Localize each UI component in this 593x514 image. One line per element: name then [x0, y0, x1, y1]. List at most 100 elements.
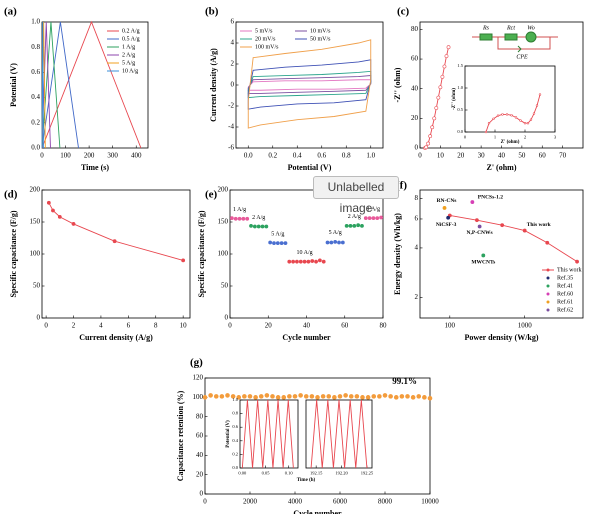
data-point: [545, 240, 550, 245]
data-point: [360, 395, 365, 400]
circuit-label: Wo: [527, 25, 534, 31]
x-axis-label: Time (s): [81, 163, 109, 172]
data-point: [181, 258, 186, 263]
data-point: [252, 224, 257, 229]
data-point: [325, 240, 330, 245]
y-tick-label: 8: [415, 194, 419, 202]
data-point: [354, 394, 360, 399]
resistor: [504, 33, 518, 41]
data-point: [375, 216, 380, 221]
data-point: [371, 216, 376, 221]
data-point: [225, 393, 230, 398]
x-tick-label: 0: [44, 322, 48, 330]
legend-label: Ref.60: [557, 290, 573, 297]
x-tick-label: 0: [228, 322, 232, 330]
circuit: [472, 31, 558, 53]
data-point: [202, 395, 208, 400]
y-tick-label: 50: [221, 282, 229, 290]
x-tick-label: 2000: [243, 498, 258, 506]
x-tick-label: 0.0: [244, 152, 253, 160]
y-tick-label: 0.4: [31, 93, 40, 101]
data-point: [367, 216, 372, 221]
data-point: [438, 85, 443, 90]
series-line: [247, 75, 372, 94]
y-tick-label: 1.5: [457, 63, 463, 68]
legend-label: 100 mV/s: [255, 44, 279, 50]
data-point: [71, 222, 76, 226]
y-tick-label: 1.0: [232, 397, 238, 402]
panel-label: (e): [205, 189, 218, 201]
data-point: [526, 121, 530, 125]
data-point: [287, 394, 292, 399]
data-point: [208, 393, 213, 398]
legend-label: 0.2 A/g: [122, 28, 140, 34]
data-point: [51, 208, 55, 213]
y-tick-label: 0: [200, 490, 204, 498]
data-point: [253, 395, 258, 400]
data-point: [444, 54, 449, 58]
data-point: [283, 241, 288, 246]
series-label: MWCNTs: [471, 260, 495, 266]
x-tick-label: 192.20: [335, 471, 348, 476]
data-point: [46, 200, 51, 205]
x-tick-label: 300: [107, 152, 118, 160]
data-point: [310, 259, 315, 263]
legend-marker: [546, 308, 550, 312]
x-tick-label: 8000: [378, 498, 393, 506]
series-line: [48, 202, 184, 261]
data-point: [393, 395, 399, 400]
series-line: [449, 215, 578, 263]
y-tick-label: 4: [231, 39, 235, 47]
y-tick-label: 0: [37, 314, 41, 322]
y-tick-label: -4: [228, 123, 234, 131]
x-tick-label: 0.05: [262, 471, 271, 476]
data-point: [315, 395, 320, 400]
y-axis-label: Current density (A/g): [209, 48, 218, 122]
x-axis-label: Z' (ohm): [487, 163, 517, 172]
data-point: [343, 393, 348, 398]
data-point: [360, 223, 364, 228]
data-point: [388, 394, 393, 399]
warburg: [525, 31, 537, 43]
x-tick-label: 400: [131, 152, 142, 160]
data-point: [245, 216, 250, 221]
data-point: [426, 141, 431, 146]
data-point: [481, 253, 486, 258]
y-tick-label: 0.0: [457, 129, 463, 134]
series-label: N,P-CNWs: [467, 230, 493, 236]
series-line: [247, 79, 372, 91]
legend-label: 0.5 A/g: [122, 36, 140, 42]
y-tick-label: 50: [33, 282, 41, 290]
data-point: [522, 228, 527, 233]
x-tick-label: 1: [494, 135, 496, 140]
x-tick-label: 0.6: [317, 152, 326, 160]
x-tick-label: 0: [464, 135, 467, 140]
data-point: [492, 117, 495, 121]
legend-label: 5 A/g: [122, 60, 135, 66]
data-point: [382, 393, 388, 398]
y-tick-label: 0: [415, 144, 419, 152]
x-axis-label: Cycle number: [293, 509, 342, 514]
panel-label: (c): [397, 6, 410, 18]
y-tick-label: 0.4: [232, 438, 238, 443]
x-tick-label: 2: [72, 322, 76, 330]
legend-label: 1 A/g: [122, 44, 135, 50]
y-tick-label: 0.6: [31, 68, 40, 76]
y-axis-label: Potential (V): [9, 63, 18, 107]
data-point: [477, 224, 482, 229]
circuit-label: CPE: [516, 54, 528, 60]
x-tick-label: 20: [265, 322, 273, 330]
x-tick-label: 100: [60, 152, 71, 160]
circuit-label: Rct: [506, 25, 515, 31]
x-tick-label: 4: [99, 322, 103, 330]
legend-label: Ref.35: [557, 274, 573, 281]
circuit-label: Rs: [482, 25, 490, 31]
data-point: [306, 259, 311, 264]
data-point: [575, 259, 579, 264]
data-point: [333, 239, 338, 244]
data-point: [496, 114, 500, 117]
data-point: [264, 224, 269, 229]
y-tick-label: 150: [218, 218, 229, 226]
y-tick-label: 6: [415, 215, 419, 223]
